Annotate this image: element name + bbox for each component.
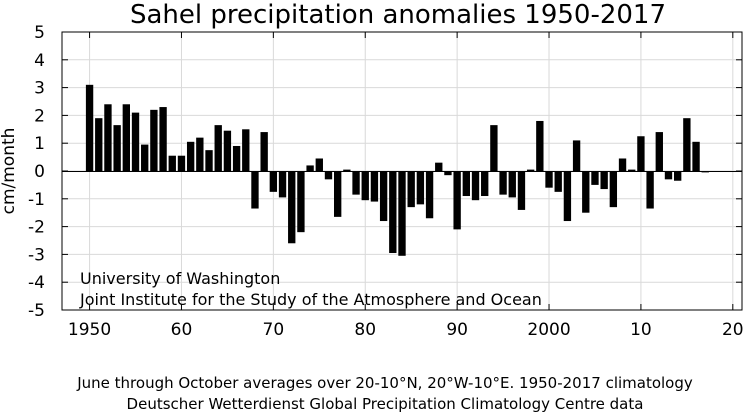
y-tick-label: 4 xyxy=(34,51,45,71)
y-tick-label: 1 xyxy=(34,134,45,154)
y-tick-label: 3 xyxy=(34,79,45,99)
bar-2012 xyxy=(655,132,663,171)
bar-2014 xyxy=(674,171,682,181)
bar-2000 xyxy=(545,171,553,188)
bar-2005 xyxy=(591,171,599,185)
bar-1967 xyxy=(242,129,250,171)
bar-1994 xyxy=(490,125,498,171)
bar-1951 xyxy=(95,118,103,171)
x-tick-label: 20 xyxy=(722,320,744,340)
bar-1965 xyxy=(223,130,232,171)
y-tick-label: -1 xyxy=(28,190,45,210)
y-tick-label: 5 xyxy=(34,23,45,43)
bar-2015 xyxy=(683,118,691,171)
bar-1974 xyxy=(306,165,314,171)
y-axis: -5 -4 -3 -2 -1 0 1 2 3 4 5 xyxy=(28,23,742,321)
bar-1978 xyxy=(343,169,351,171)
x-tick-label: 70 xyxy=(263,320,285,340)
y-tick-label: -2 xyxy=(28,218,45,238)
bar-1995 xyxy=(499,171,507,195)
bar-1959 xyxy=(168,155,176,171)
x-tick-label: 1950 xyxy=(68,320,111,340)
annotation-line-2: Joint Institute for the Study of the Atm… xyxy=(79,290,542,309)
y-tick-label: 0 xyxy=(34,162,45,182)
bar-1991 xyxy=(462,171,470,197)
bar-2010 xyxy=(637,136,645,171)
bar-1973 xyxy=(297,171,305,233)
y-axis-label: cm/month xyxy=(0,128,19,215)
bar-1975 xyxy=(315,158,323,171)
bar-2001 xyxy=(554,171,562,192)
bar-1988 xyxy=(435,162,443,171)
bar-1954 xyxy=(122,104,130,171)
bar-1983 xyxy=(389,171,397,254)
bar-1986 xyxy=(416,171,425,205)
bar-2016 xyxy=(692,141,700,171)
bar-1968 xyxy=(251,171,259,209)
bar-1953 xyxy=(113,125,121,171)
bar-1987 xyxy=(425,171,434,219)
bar-1992 xyxy=(471,171,480,201)
x-tick-label: 80 xyxy=(354,320,376,340)
bar-2002 xyxy=(563,171,572,222)
y-tick-label: -3 xyxy=(28,245,45,265)
bar-1997 xyxy=(517,171,526,210)
y-tick-label: 2 xyxy=(34,106,45,126)
bar-1980 xyxy=(361,171,369,201)
bar-1989 xyxy=(444,171,452,176)
bar-1960 xyxy=(177,155,186,171)
y-tick-label: -4 xyxy=(28,273,45,293)
bar-1966 xyxy=(232,145,241,171)
bar-1985 xyxy=(407,171,415,208)
bar-1969 xyxy=(260,132,268,171)
bar-2011 xyxy=(646,171,654,209)
x-tick-label: 2000 xyxy=(527,320,570,340)
annotation-line-1: University of Washington xyxy=(80,269,280,288)
bar-1998 xyxy=(526,169,535,171)
bar-1981 xyxy=(370,171,379,202)
bar-1971 xyxy=(278,171,287,198)
bar-2003 xyxy=(572,140,581,171)
bar-1970 xyxy=(269,171,278,192)
bar-2013 xyxy=(664,171,673,180)
bar-1964 xyxy=(214,125,222,171)
bar-1982 xyxy=(379,171,388,222)
bar-1972 xyxy=(288,171,296,244)
bar-1958 xyxy=(159,107,167,171)
bar-1996 xyxy=(508,171,516,198)
bar-1984 xyxy=(398,171,406,256)
bar-1999 xyxy=(536,120,544,171)
bar-1957 xyxy=(150,109,158,171)
chart-title: Sahel precipitation anomalies 1950-2017 xyxy=(130,0,666,30)
y-tick-label: -5 xyxy=(28,301,45,321)
bar-1990 xyxy=(453,171,461,230)
bar-1977 xyxy=(334,171,342,217)
bar-1955 xyxy=(131,112,140,171)
bar-1979 xyxy=(352,171,360,195)
bar-1961 xyxy=(186,141,195,171)
footer-line-1: June through October averages over 20-10… xyxy=(76,374,693,392)
bar-2006 xyxy=(600,171,608,190)
bar-2009 xyxy=(628,169,636,171)
bar-2007 xyxy=(609,171,618,208)
bar-1950 xyxy=(85,84,94,171)
x-tick-label: 60 xyxy=(171,320,193,340)
footer-line-2: Deutscher Wetterdienst Global Precipitat… xyxy=(127,395,644,413)
x-tick-label: 90 xyxy=(446,320,468,340)
bar-1952 xyxy=(104,104,112,171)
bars xyxy=(85,84,709,256)
x-tick-label: 10 xyxy=(630,320,652,340)
bar-1962 xyxy=(196,137,204,171)
x-axis: 1950 60 70 80 90 2000 10 20 xyxy=(68,32,744,340)
bar-1993 xyxy=(481,171,489,197)
bar-2008 xyxy=(618,158,627,171)
bar-1976 xyxy=(324,171,333,180)
bar-2004 xyxy=(582,171,590,213)
bar-1956 xyxy=(141,144,149,171)
bar-1963 xyxy=(205,150,213,171)
